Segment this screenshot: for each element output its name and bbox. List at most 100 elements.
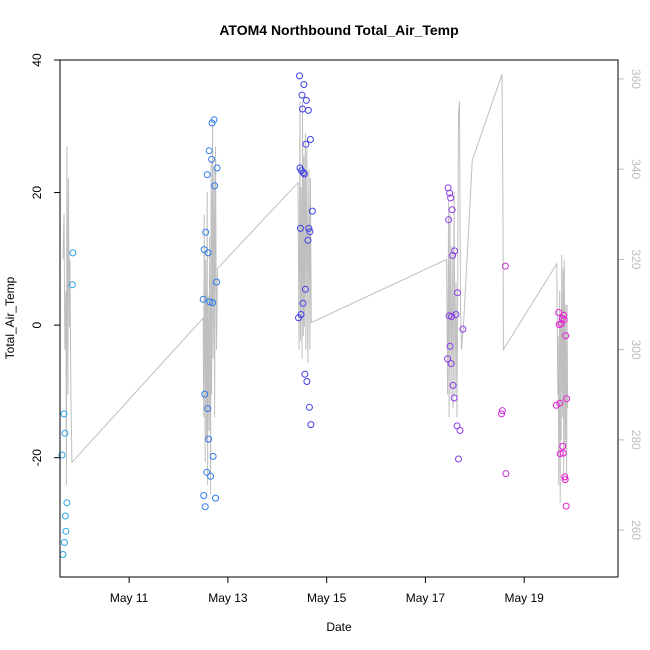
data-point xyxy=(199,295,207,303)
data-point xyxy=(301,285,309,293)
data-point xyxy=(300,170,308,178)
data-point xyxy=(449,252,457,259)
data-point xyxy=(498,407,506,415)
line-layer xyxy=(62,74,569,504)
secondary-series-line xyxy=(62,74,569,504)
y2-tick-label: 340 xyxy=(629,159,643,179)
data-point xyxy=(448,313,456,320)
data-point xyxy=(63,499,71,507)
data-point xyxy=(61,429,69,437)
data-point xyxy=(297,311,305,318)
x-axis-label: Date xyxy=(326,620,352,634)
data-point xyxy=(561,476,569,484)
data-point xyxy=(498,410,505,418)
data-point xyxy=(205,435,213,443)
y-tick-label: 0 xyxy=(30,321,44,328)
data-point xyxy=(446,342,454,350)
data-point xyxy=(305,403,313,411)
point-layer xyxy=(58,72,571,558)
y-axis-label: Total_Air_Temp xyxy=(3,276,17,359)
data-point xyxy=(308,207,316,215)
data-point xyxy=(213,164,221,172)
data-point xyxy=(60,410,68,418)
data-point xyxy=(303,378,311,385)
data-point xyxy=(296,72,303,80)
data-point xyxy=(307,421,315,429)
data-point xyxy=(552,401,560,409)
data-point xyxy=(69,249,77,257)
data-point xyxy=(202,228,210,236)
data-point xyxy=(60,539,68,546)
data-point xyxy=(301,370,309,378)
data-point xyxy=(208,155,216,163)
data-point xyxy=(304,236,312,244)
plot-frame xyxy=(59,59,619,578)
x-tick-label: May 11 xyxy=(110,591,149,605)
x-tick-label: May 13 xyxy=(208,591,248,605)
data-point xyxy=(203,468,211,476)
data-point xyxy=(207,472,215,480)
data-point xyxy=(299,169,307,177)
data-point xyxy=(306,228,314,236)
data-point xyxy=(455,455,462,463)
data-point xyxy=(559,449,567,457)
data-point xyxy=(297,224,304,232)
data-point xyxy=(556,399,564,407)
data-point xyxy=(562,332,570,340)
data-point xyxy=(204,249,212,257)
y-tick-label: -20 xyxy=(30,449,44,467)
axis-layer: May 11 May 13 May 15 May 17 May 19 -20 0 20 40 26… xyxy=(30,53,643,605)
data-point xyxy=(203,171,211,179)
data-point xyxy=(209,452,217,460)
data-point xyxy=(209,299,217,307)
chart-title: ATOM4 Northbound Total_Air_Temp xyxy=(219,22,458,38)
data-point xyxy=(445,216,453,224)
y-tick-label: 40 xyxy=(30,53,44,67)
data-point xyxy=(61,512,69,520)
data-point xyxy=(563,395,571,403)
data-point xyxy=(452,311,460,318)
data-point xyxy=(68,281,76,289)
y2-tick-label: 260 xyxy=(629,520,643,540)
data-point xyxy=(448,206,456,214)
y2-tick-label: 300 xyxy=(629,340,643,360)
data-point xyxy=(62,527,70,535)
data-point xyxy=(211,182,219,190)
data-point xyxy=(451,247,459,255)
data-point xyxy=(201,390,209,398)
data-point xyxy=(210,116,218,124)
data-point xyxy=(306,136,314,143)
data-point xyxy=(212,494,219,502)
data-point xyxy=(456,427,464,434)
data-point xyxy=(305,224,313,232)
data-point xyxy=(59,551,67,558)
data-point xyxy=(502,470,510,478)
data-point xyxy=(299,299,307,307)
data-point xyxy=(298,91,306,99)
data-point xyxy=(300,81,308,88)
data-point xyxy=(201,503,209,511)
y2-tick-label: 280 xyxy=(629,430,643,450)
data-point xyxy=(556,450,564,458)
data-point xyxy=(304,106,312,114)
data-point xyxy=(447,360,455,368)
data-point xyxy=(447,194,455,202)
data-point xyxy=(558,315,566,322)
data-point xyxy=(449,381,457,389)
data-point xyxy=(204,405,212,413)
data-point xyxy=(302,140,310,148)
data-point xyxy=(200,492,208,499)
data-point xyxy=(302,96,310,104)
data-point xyxy=(213,278,220,286)
data-point xyxy=(446,189,454,197)
y2-tick-label: 320 xyxy=(629,249,643,269)
data-point xyxy=(58,451,66,459)
data-point xyxy=(459,325,467,333)
x-tick-label: May 15 xyxy=(307,591,347,605)
data-point xyxy=(454,289,461,297)
data-point xyxy=(560,316,568,324)
y2-tick-label: 360 xyxy=(629,69,643,89)
x-tick-label: May 17 xyxy=(406,591,446,605)
x-tick-label: May 19 xyxy=(504,591,544,605)
